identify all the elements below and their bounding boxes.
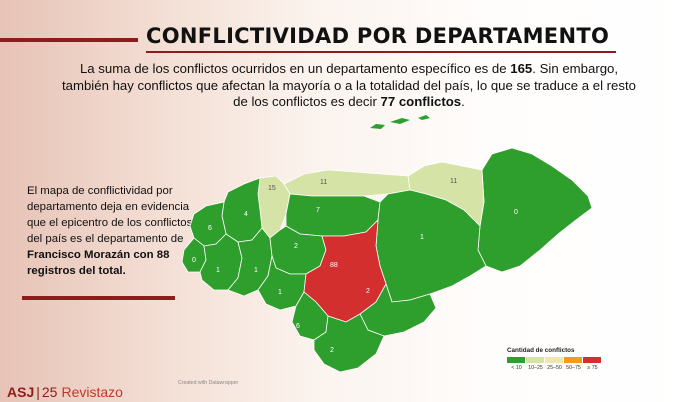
label-lempira: 1 bbox=[216, 267, 220, 274]
intro-bold-national: 77 conflictos bbox=[380, 94, 462, 109]
logo-asj: ASJ bbox=[7, 384, 35, 400]
legend-swatch-1 bbox=[507, 357, 525, 363]
label-gracias-a-dios: 0 bbox=[514, 209, 518, 216]
side-text: El mapa de conflictividad por departamen… bbox=[27, 183, 202, 279]
intro-part-1: La suma de los conflictos ocurridos en u… bbox=[79, 61, 511, 76]
legend-label-1: < 10 bbox=[511, 365, 522, 371]
legend-label-2: 10–25 bbox=[528, 365, 543, 371]
honduras-map: 6 0 1 1 4 15 11 11 7 2 1 88 1 2 6 2 0 bbox=[180, 110, 600, 385]
legend-labels: < 10 10–25 25–50 50–75 ≥ 75 bbox=[507, 365, 617, 371]
label-intibuca: 1 bbox=[254, 267, 258, 274]
datawrapper-credit: Created with Datawrapper bbox=[178, 380, 239, 386]
bay-islands-shape bbox=[370, 115, 430, 129]
intro-part-2: . Sin embargo, también hay conflictos qu… bbox=[61, 61, 636, 109]
title-accent-bar bbox=[0, 38, 138, 42]
label-olancho: 1 bbox=[420, 234, 424, 241]
legend-color-bar bbox=[507, 357, 617, 363]
label-francisco-morazan: 88 bbox=[330, 262, 338, 269]
label-atlantida: 11 bbox=[320, 179, 327, 186]
title-area: CONFLICTIVIDAD POR DEPARTAMENTO bbox=[0, 24, 700, 56]
legend-label-4: 50–75 bbox=[566, 365, 581, 371]
side-text-body: El mapa de conflictividad por departamen… bbox=[27, 185, 193, 245]
side-text-highlight: Francisco Morazán con 88 registros del t… bbox=[27, 249, 170, 277]
legend-swatch-3 bbox=[545, 357, 563, 363]
title-underline bbox=[146, 51, 616, 53]
dept-atlantida bbox=[283, 169, 411, 197]
label-la-paz: 1 bbox=[278, 289, 282, 296]
label-colon: 11 bbox=[450, 178, 457, 185]
label-choluteca: 2 bbox=[330, 347, 334, 354]
label-santa-barbara: 4 bbox=[244, 211, 248, 218]
dept-santa-barbara bbox=[221, 177, 263, 243]
dept-choluteca bbox=[313, 313, 385, 373]
page-title: CONFLICTIVIDAD POR DEPARTAMENTO bbox=[146, 24, 610, 48]
label-el-paraiso: 2 bbox=[366, 288, 370, 295]
label-yoro: 7 bbox=[316, 207, 320, 214]
map-legend: Cantidad de conflictos < 10 10–25 25–50 … bbox=[507, 347, 617, 371]
label-comayagua: 2 bbox=[294, 243, 298, 250]
intro-part-3: . bbox=[461, 94, 465, 109]
label-copan: 6 bbox=[208, 225, 212, 232]
logo-revistazo: Revistazo bbox=[61, 384, 123, 400]
legend-title: Cantidad de conflictos bbox=[507, 347, 575, 354]
legend-label-3: 25–50 bbox=[547, 365, 562, 371]
dept-yoro bbox=[285, 193, 381, 237]
label-valle: 6 bbox=[296, 323, 300, 330]
intro-text: La suma de los conflictos ocurridos en u… bbox=[58, 61, 640, 111]
dept-gracias-a-dios bbox=[477, 147, 593, 273]
legend-swatch-5 bbox=[583, 357, 601, 363]
label-cortes: 15 bbox=[268, 185, 276, 192]
logo-25: 25 bbox=[41, 384, 58, 400]
asj-revistazo-logo: ASJ | 25 Revistazo bbox=[7, 384, 123, 400]
legend-swatch-2 bbox=[526, 357, 544, 363]
label-ocotepeque: 0 bbox=[192, 257, 196, 264]
intro-bold-total: 165 bbox=[510, 61, 533, 76]
map-svg: 6 0 1 1 4 15 11 11 7 2 1 88 1 2 6 2 0 bbox=[181, 115, 593, 373]
legend-swatch-4 bbox=[564, 357, 582, 363]
side-accent-bar bbox=[22, 296, 175, 300]
legend-label-5: ≥ 75 bbox=[587, 365, 598, 371]
dept-el-paraiso bbox=[359, 283, 437, 337]
